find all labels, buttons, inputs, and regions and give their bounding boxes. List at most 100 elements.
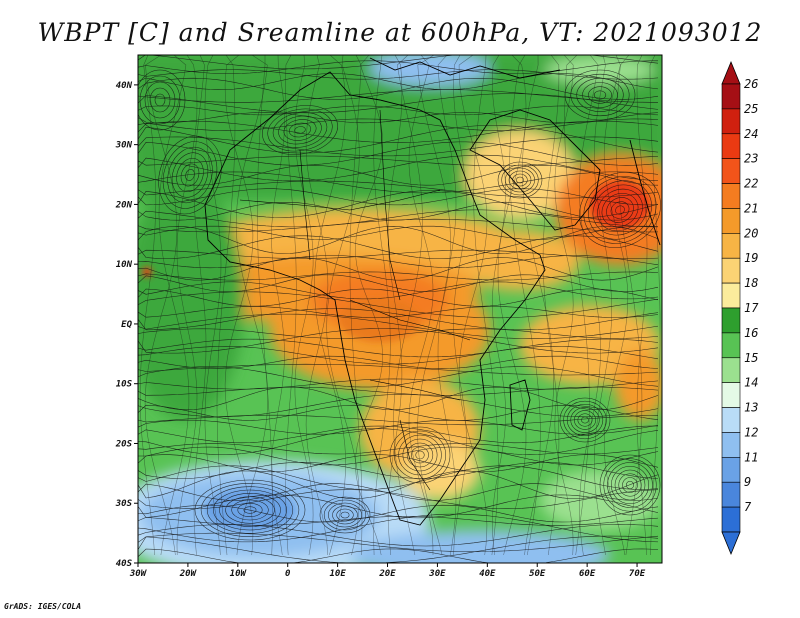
colorbar-swatch <box>721 506 741 533</box>
streamline <box>406 442 434 468</box>
streamline <box>194 479 306 541</box>
streamline <box>243 506 257 514</box>
streamline <box>625 480 635 490</box>
streamline <box>636 55 648 556</box>
streamline <box>138 188 659 206</box>
streamline <box>138 308 659 331</box>
colorbar-bottom-arrow <box>721 531 741 556</box>
lat-tick-label: 30N <box>115 141 133 151</box>
colorbar-swatch <box>721 208 741 234</box>
colorbar-label: 13 <box>744 401 758 415</box>
streamline <box>138 255 659 269</box>
streamline <box>204 55 222 556</box>
streamline <box>393 55 423 556</box>
streamline <box>144 81 176 119</box>
colorbar-label: 9 <box>744 475 751 489</box>
streamline <box>294 55 314 556</box>
streamline <box>285 55 297 556</box>
streamline <box>603 55 629 556</box>
india-coastline <box>629 139 661 246</box>
lat-tick-label: 30S <box>115 499 133 509</box>
lat-tick-label: 20N <box>115 200 133 210</box>
streamline <box>402 438 438 472</box>
border-3 <box>379 109 401 301</box>
streamline <box>138 494 659 519</box>
colorbar-top-arrow <box>721 60 741 85</box>
streamline <box>497 55 527 556</box>
streamline <box>373 55 391 556</box>
colorbar-swatch <box>721 233 741 259</box>
streamline <box>389 426 451 484</box>
africa-coastline <box>204 71 546 526</box>
streamline <box>149 87 171 113</box>
lat-tick-label: 40S <box>116 559 133 569</box>
streamline <box>138 121 659 143</box>
streamline <box>272 112 328 148</box>
streamline <box>138 532 659 552</box>
streamline <box>138 69 659 80</box>
border-4 <box>349 299 471 341</box>
streamline <box>138 443 659 455</box>
streamline <box>394 430 446 480</box>
streamline <box>138 404 659 421</box>
streamline <box>231 499 269 521</box>
streamline <box>139 55 157 556</box>
streamline <box>594 55 612 556</box>
streamline <box>138 504 659 523</box>
streamline <box>588 180 652 240</box>
streamline <box>138 136 659 157</box>
streamline <box>138 366 659 388</box>
streamline <box>138 155 659 166</box>
streamline <box>554 55 574 556</box>
streamline <box>138 338 659 358</box>
colorbar-swatch <box>721 257 741 284</box>
streamline <box>326 55 360 556</box>
streamline <box>138 483 659 501</box>
streamline <box>138 419 659 435</box>
coastlines <box>204 57 661 526</box>
streamline <box>588 86 612 104</box>
streamline <box>577 413 593 427</box>
lon-tick-label: 10W <box>230 569 248 579</box>
streamline <box>138 346 659 365</box>
colorbar-swatch <box>721 432 741 458</box>
streamline <box>138 180 659 199</box>
streamline <box>559 397 611 443</box>
streamline <box>138 73 659 90</box>
streamline <box>138 249 659 259</box>
streamline <box>563 400 607 440</box>
streamline <box>271 55 285 556</box>
streamline <box>408 55 434 556</box>
colorbar-label: 23 <box>744 152 758 166</box>
latitude-axis: 40N 30N 20N 10N EQ 10S 20S 30S 40S <box>115 81 138 569</box>
lon-tick-label: 60E <box>579 569 596 579</box>
shade-atlantic-green <box>138 180 245 420</box>
streamline <box>138 386 659 396</box>
border-2 <box>299 149 311 261</box>
streamline <box>138 462 659 479</box>
streamline <box>138 513 659 543</box>
streamline <box>138 118 659 131</box>
streamline <box>138 386 659 411</box>
streamline <box>615 55 643 556</box>
shade-south-bottom <box>350 530 610 563</box>
colorbar: 26 25 24 23 22 21 20 19 18 17 16 15 14 13 12 11 9 7 <box>721 60 759 556</box>
longitude-axis: 30W 20W 10W 0 10E 20E 30E 40E 50E 60E 70E <box>129 563 646 579</box>
streamline <box>278 115 322 145</box>
streamline <box>417 55 451 556</box>
colorbar-label: 26 <box>744 77 758 91</box>
streamline <box>610 465 650 505</box>
map-title: WBPT [C] and Sreamline at 600hPa, VT: 20… <box>37 18 763 47</box>
streamline <box>355 55 383 556</box>
streamline <box>257 55 273 556</box>
streamline <box>138 313 659 339</box>
streamline <box>138 548 659 563</box>
border-1 <box>239 189 441 211</box>
streamline <box>597 188 643 232</box>
streamline <box>618 473 642 497</box>
streamline <box>138 363 659 376</box>
colorbar-label: 15 <box>744 351 758 365</box>
streamline <box>411 446 429 464</box>
colorbar-swatch <box>721 407 741 433</box>
